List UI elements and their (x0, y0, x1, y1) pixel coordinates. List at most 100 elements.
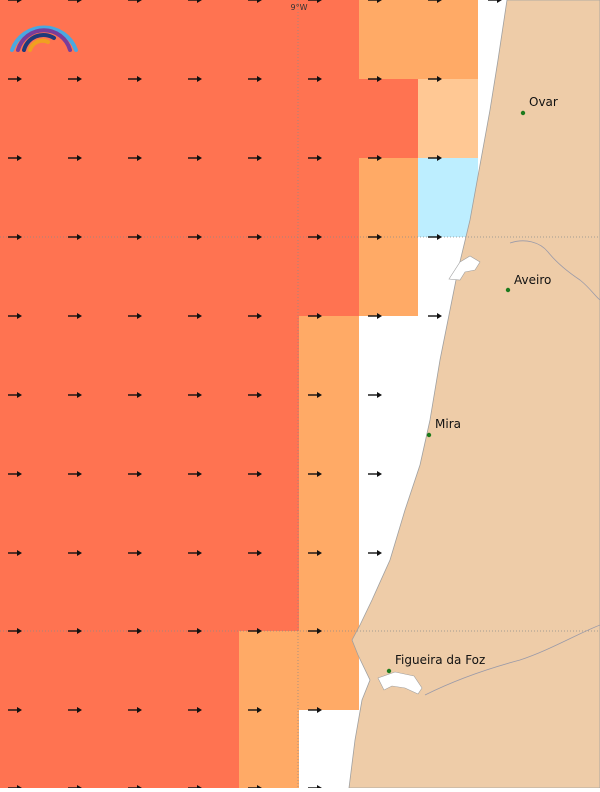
city-marker[interactable] (426, 432, 432, 438)
graticule-label: 9°W (291, 3, 308, 12)
heatmap-cell (0, 0, 359, 79)
wind-arrow-head (257, 392, 262, 398)
wind-arrow-head (17, 0, 22, 3)
wind-arrow-head (77, 234, 82, 240)
logo-icon (10, 25, 78, 52)
wind-arrow-head (17, 471, 22, 477)
wind-arrow-head (137, 234, 142, 240)
wind-arrow-head (317, 471, 322, 477)
wind-arrow-head (137, 76, 142, 82)
wind-arrow-head (377, 550, 382, 556)
wind-arrow-head (317, 392, 322, 398)
wind-arrow-head (197, 0, 202, 3)
wind-arrow-head (77, 0, 82, 3)
city-marker[interactable] (505, 287, 511, 293)
wind-arrow-head (257, 76, 262, 82)
wind-arrow-head (137, 471, 142, 477)
wind-arrow-head (257, 628, 262, 634)
wind-arrow-head (77, 76, 82, 82)
wind-arrow-head (257, 313, 262, 319)
wind-arrow-head (77, 313, 82, 319)
wind-arrow-head (197, 550, 202, 556)
wind-arrow-head (317, 0, 322, 3)
river (509, 240, 600, 301)
heatmap-cell (359, 158, 418, 316)
wind-arrow-head (137, 155, 142, 161)
land-mass (348, 0, 600, 789)
wind-arrow-head (137, 628, 142, 634)
wind-arrow-head (77, 707, 82, 713)
aveiro-lagoon (448, 255, 481, 281)
wind-arrow-head (437, 155, 442, 161)
wind-arrow-head (377, 313, 382, 319)
wind-arrow-head (17, 76, 22, 82)
city-marker[interactable] (520, 110, 526, 116)
wind-arrow-head (377, 0, 382, 3)
wind-arrow-head (377, 234, 382, 240)
wind-arrow-head (17, 550, 22, 556)
wind-arrow-head (257, 550, 262, 556)
wind-arrow-head (317, 550, 322, 556)
wind-arrow-head (257, 155, 262, 161)
wind-arrow-head (317, 234, 322, 240)
wind-arrow-head (197, 76, 202, 82)
wind-arrow-head (77, 628, 82, 634)
city-markers: Ovar Aveiro Mira Figueira da Foz (386, 95, 558, 674)
heatmap-cell (0, 158, 359, 316)
wind-arrow-head (137, 313, 142, 319)
wind-arrow-head (197, 707, 202, 713)
wind-arrow-head (137, 707, 142, 713)
wind-arrow-head (197, 392, 202, 398)
heatmap-cell (418, 79, 478, 158)
city-marker[interactable] (386, 668, 392, 674)
wind-arrow-head (17, 392, 22, 398)
wind-arrow-head (77, 471, 82, 477)
city-label: Figueira da Foz (395, 653, 485, 667)
wind-arrow-head (257, 707, 262, 713)
heatmap-cell (359, 0, 478, 79)
wind-arrow-head (437, 76, 442, 82)
city-label: Aveiro (514, 273, 551, 287)
wind-arrow-head (137, 392, 142, 398)
city-label: Mira (435, 417, 461, 431)
heatmap-cell (0, 79, 418, 158)
wind-arrow-head (257, 234, 262, 240)
wind-arrow-head (77, 392, 82, 398)
wind-arrow-head (377, 392, 382, 398)
wind-arrow-head (317, 155, 322, 161)
estuary (377, 671, 423, 695)
wind-arrow-head (197, 155, 202, 161)
heatmap-cell (418, 158, 478, 237)
wind-arrow-head (317, 707, 322, 713)
wind-arrow-head (197, 313, 202, 319)
wind-arrow-head (257, 0, 262, 3)
wind-arrow-head (437, 234, 442, 240)
river (424, 624, 600, 696)
heatmap-cell (239, 631, 359, 710)
wind-arrow-head (137, 0, 142, 3)
wind-arrow-head (317, 628, 322, 634)
wind-arrow-head (317, 313, 322, 319)
wind-arrow-head (197, 234, 202, 240)
wind-arrow-head (17, 707, 22, 713)
wind-arrow-head (77, 155, 82, 161)
wind-arrow-head (257, 471, 262, 477)
wind-arrow-head (437, 313, 442, 319)
wind-arrow-head (197, 471, 202, 477)
wind-arrow-head (17, 234, 22, 240)
wind-arrow-head (377, 155, 382, 161)
city-label: Ovar (529, 95, 558, 109)
heatmap-cell (0, 631, 239, 788)
wind-arrow-head (317, 76, 322, 82)
wind-arrow-head (137, 550, 142, 556)
wind-arrow-head (437, 0, 442, 3)
heatmap-cell (239, 710, 299, 788)
wind-arrow-head (17, 155, 22, 161)
wind-arrow-head (377, 471, 382, 477)
wind-arrow-head (17, 628, 22, 634)
wind-arrow-head (197, 628, 202, 634)
wind-arrow-head (497, 0, 502, 3)
wind-arrow-head (17, 313, 22, 319)
